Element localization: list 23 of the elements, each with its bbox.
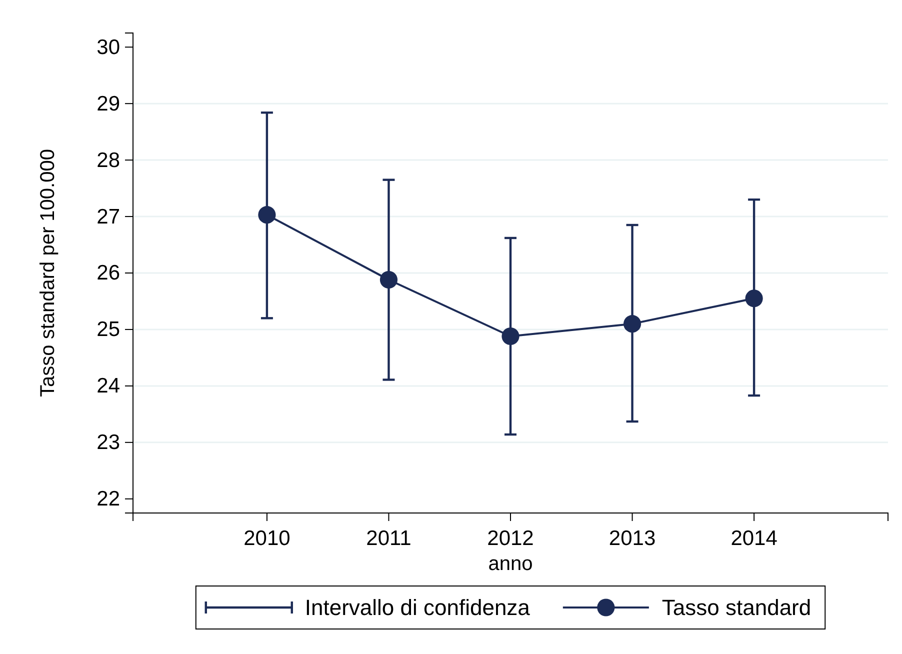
point [380, 270, 398, 289]
y-tick-label: 30 [96, 36, 120, 59]
point [623, 315, 642, 333]
y-tick-label: 27 [96, 205, 120, 228]
x-tick-label: 2013 [608, 526, 656, 550]
point [502, 327, 520, 346]
point [745, 290, 763, 308]
point [258, 206, 276, 224]
y-tick-label: 24 [96, 374, 120, 398]
y-tick-label: 29 [96, 92, 120, 116]
x-tick-label: 2010 [244, 526, 290, 550]
y-tick-label: 23 [96, 431, 120, 454]
y-tick-label: 22 [96, 488, 120, 511]
x-axis-title: anno [488, 553, 533, 575]
y-axis-title: Tasso standard per 100.000 [37, 149, 59, 397]
y-tick-label: 25 [96, 318, 120, 342]
x-tick-label: 2014 [730, 526, 778, 550]
x-tick-label: 2012 [487, 526, 534, 550]
text: Intervallo di confidenza [304, 595, 531, 620]
y-tick-label: 28 [96, 148, 120, 172]
legend-label: Tasso standard [662, 595, 812, 620]
x-tick-label: 2011 [366, 526, 412, 550]
y-tick-label: 26 [96, 262, 120, 285]
